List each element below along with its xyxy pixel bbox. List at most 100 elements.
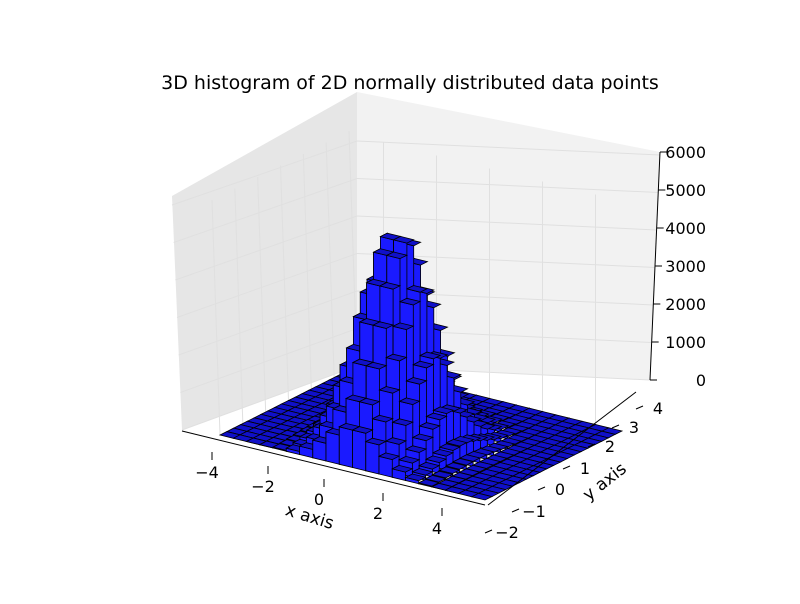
bar-side-front [312,439,327,462]
bar-top [445,438,468,447]
bar-top [412,360,435,369]
bar-top [391,322,415,331]
y-tick-label: 3 [629,418,639,437]
y-tick-mark [611,424,620,429]
histogram-bar [245,437,268,446]
grid-line [176,253,358,318]
bar-top [371,321,395,329]
bar-top [425,412,448,421]
bar-top [404,445,428,453]
bar-top [444,462,468,470]
bar-top [418,461,441,470]
z-tick-label: 6000 [665,143,706,162]
histogram-bar [391,464,414,482]
grid-line [181,365,358,431]
histogram-bar [377,452,401,478]
y-tick-label: 1 [580,459,590,478]
bar-top [392,235,415,244]
x-axis-label: x axis [283,500,336,534]
y-tick-label: −2 [495,523,519,542]
bar-top [378,386,401,394]
histogram-bar [417,478,441,488]
bar-top [378,282,402,290]
histogram-bar [470,492,494,501]
bar-top [404,473,427,482]
histogram-bar [298,442,321,459]
grid-line [211,199,221,436]
histogram-bar [324,427,348,465]
grid-lines [171,130,661,436]
bar-top [371,414,394,423]
bar-top [358,397,381,406]
bar-side-front [352,429,367,472]
grid-line [180,328,358,393]
chart-title: 3D histogram of 2D normally distributed … [161,72,659,94]
bar-top [418,422,441,430]
y-tick-mark [484,529,493,534]
y-tick-label: 4 [653,399,663,418]
bar-top [364,437,388,446]
bar-top [424,455,448,464]
bar-top [391,464,414,473]
bar-top [438,466,461,474]
z-tick-label: 5000 [665,181,706,200]
bar-top [405,285,429,293]
x-tick-label: 4 [432,519,442,538]
bar-top [397,455,421,464]
x-tick-label: 0 [314,490,324,509]
y-tick-mark [511,508,520,513]
bar-top [431,470,454,479]
histogram-bar [364,437,388,475]
bar-top [391,418,414,426]
bar-top [432,406,455,415]
bar-top [377,452,401,461]
grid-line [257,176,267,413]
y-tick-label: 2 [605,437,615,456]
bar-top [451,458,475,466]
y-tick-label: 0 [555,480,565,499]
grid-line [356,140,661,156]
grid-line [178,290,358,356]
z-tick-label: 1000 [665,333,706,352]
bar-top [398,297,422,306]
grid-line [356,178,659,193]
y-tick-mark [562,465,571,470]
bar-top [431,449,455,457]
z-tick-label: 0 [696,371,706,390]
grid-line [173,178,358,243]
x-tick-label: 2 [373,504,383,523]
y-tick-mark [537,486,546,491]
x-tick-label: −4 [195,463,219,482]
bar-top [411,468,434,476]
bar-top [411,433,435,442]
bar-side-front [325,431,340,465]
bar-top [398,397,421,406]
bar-side-front [365,441,380,475]
bar-top [351,426,374,434]
y-tick-mark [635,405,644,410]
bar-side-front [338,426,353,469]
bar-top [470,492,494,501]
z-tick-label: 3000 [665,257,706,276]
z-tick-label: 4000 [665,219,706,238]
x-tick-label: −2 [251,477,275,496]
z-tick-label: 2000 [665,295,706,314]
grid-line [325,142,335,378]
bar-top [424,474,447,483]
y-tick-mark [587,443,596,448]
histogram-bars [218,232,624,501]
histogram-bar [351,425,374,472]
bar-top [438,443,462,451]
bar-top [384,437,408,445]
grid-line [356,215,657,231]
bar-top [385,251,409,260]
grid-line [171,140,358,206]
x-axis-line [181,430,486,506]
bar-top [405,377,428,385]
histogram-bar [404,473,427,485]
grid-line [234,188,244,424]
grid-line [175,215,358,281]
